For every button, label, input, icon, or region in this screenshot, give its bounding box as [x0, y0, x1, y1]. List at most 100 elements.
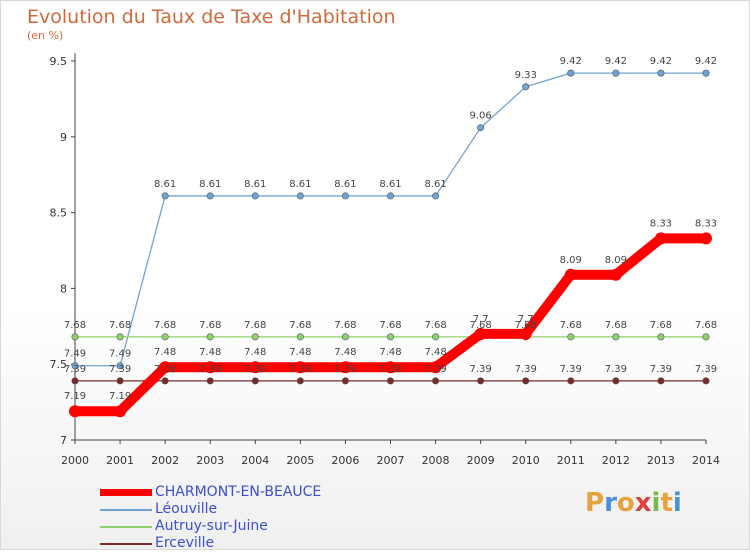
data-label: 7.39 [199, 364, 221, 375]
x-tick-label: 2002 [151, 454, 179, 467]
logo-letter: o [616, 488, 635, 518]
data-point [339, 361, 352, 374]
legend-label-charmont: CHARMONT-EN-BEAUCE [155, 484, 322, 500]
y-tick-label: 9 [60, 131, 67, 144]
x-tick-label: 2003 [196, 454, 224, 467]
x-tick-label: 2005 [286, 454, 314, 467]
data-point [432, 333, 440, 341]
data-label: 7.68 [379, 320, 401, 331]
x-tick-label: 2009 [467, 454, 495, 467]
data-point [567, 377, 575, 385]
data-label: 7.68 [109, 320, 131, 331]
data-point [522, 83, 530, 91]
data-point [249, 361, 262, 374]
data-point [296, 333, 304, 341]
x-tick-label: 2012 [602, 454, 630, 467]
data-point [251, 192, 259, 200]
data-label: 7.39 [334, 364, 356, 375]
data-point [206, 192, 214, 200]
data-label: 7.7 [473, 314, 489, 325]
data-point [612, 69, 620, 77]
legend-swatch-charmont [100, 489, 152, 496]
data-point [251, 377, 259, 385]
data-point [386, 192, 394, 200]
data-point [612, 333, 620, 341]
data-label: 7.39 [244, 364, 266, 375]
data-point [116, 377, 124, 385]
data-label: 7.39 [154, 364, 176, 375]
data-point [294, 361, 307, 374]
data-point [522, 377, 530, 385]
data-point [700, 232, 712, 245]
data-point [116, 362, 124, 370]
data-label: 7.68 [199, 320, 221, 331]
y-tick-label: 7 [60, 434, 67, 447]
data-label: 7.48 [244, 347, 266, 358]
data-label: 8.09 [605, 255, 627, 266]
legend-swatch-erceville [100, 543, 152, 545]
data-point [161, 333, 169, 341]
data-point [702, 377, 710, 385]
data-point [204, 361, 217, 374]
x-tick-label: 2011 [557, 454, 585, 467]
data-point [341, 192, 349, 200]
data-point [386, 377, 394, 385]
legend-label-erceville: Erceville [155, 535, 215, 551]
data-point [702, 69, 710, 77]
data-label: 7.39 [560, 364, 582, 375]
data-point [519, 327, 532, 340]
data-point [161, 377, 169, 385]
data-point [206, 333, 214, 341]
x-tick-label: 2004 [241, 454, 269, 467]
x-tick-label: 2006 [331, 454, 359, 467]
data-label: 7.48 [334, 347, 356, 358]
chart-title: Evolution du Taux de Taxe d'Habitation [27, 6, 396, 28]
logo-letter: t [660, 488, 673, 518]
data-point [116, 333, 124, 341]
x-tick-label: 2014 [692, 454, 720, 467]
x-tick-label: 2007 [377, 454, 405, 467]
chart-subtitle: (en %) [27, 29, 64, 42]
data-point [432, 377, 440, 385]
data-point [477, 124, 485, 132]
y-tick-label: 9.5 [50, 55, 68, 68]
x-tick-label: 2000 [61, 454, 89, 467]
data-label: 7.68 [695, 320, 717, 331]
data-label: 9.06 [470, 111, 492, 122]
data-point [564, 268, 577, 281]
data-point [702, 333, 710, 341]
logo-letter: x [634, 488, 652, 518]
data-label: 8.61 [199, 179, 221, 190]
data-label: 7.39 [424, 364, 446, 375]
y-tick-label: 8 [60, 282, 67, 295]
data-label: 7.68 [64, 320, 86, 331]
data-point [384, 361, 397, 374]
data-label: 7.39 [64, 364, 86, 375]
data-label: 7.48 [424, 347, 446, 358]
data-point [386, 333, 394, 341]
data-label: 7.39 [695, 364, 717, 375]
data-label: 8.61 [289, 179, 311, 190]
legend-swatch-leouville [100, 509, 152, 511]
data-label: 8.61 [424, 179, 446, 190]
data-label: 7.68 [515, 320, 537, 331]
data-label: 7.68 [244, 320, 266, 331]
data-label: 8.61 [379, 179, 401, 190]
data-point [251, 333, 259, 341]
data-point [657, 69, 665, 77]
data-label: 8.09 [560, 255, 582, 266]
data-point [71, 362, 79, 370]
data-label: 7.39 [379, 364, 401, 375]
data-point [429, 361, 442, 374]
data-label: 8.61 [244, 179, 266, 190]
y-tick-label: 8.5 [50, 207, 68, 220]
data-point [206, 377, 214, 385]
data-point [69, 405, 81, 418]
data-point [432, 192, 440, 200]
data-label: 7.49 [64, 349, 86, 360]
data-point [159, 361, 172, 374]
x-tick-label: 2013 [647, 454, 675, 467]
x-tick-label: 2010 [512, 454, 540, 467]
